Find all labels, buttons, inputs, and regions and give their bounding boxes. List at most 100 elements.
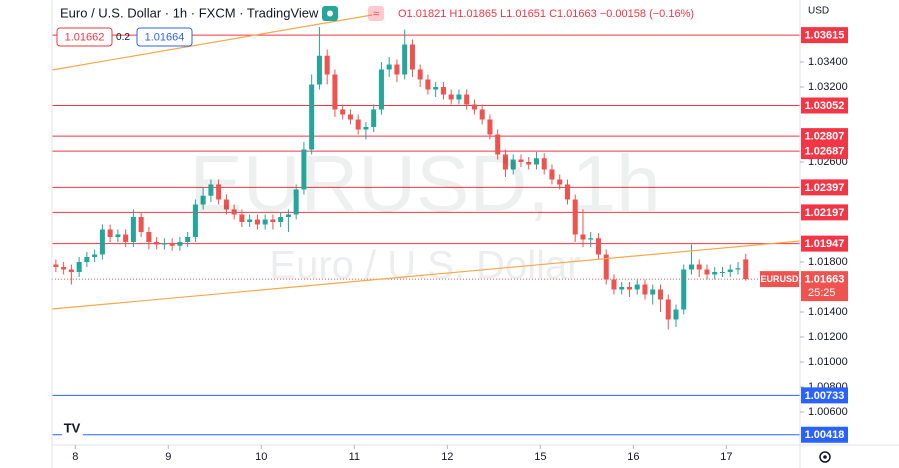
candle-body: [696, 264, 702, 270]
candle-body: [247, 219, 253, 222]
price-level-label-box: [801, 387, 848, 404]
candle-body: [363, 127, 369, 130]
buy-button[interactable]: [136, 27, 193, 47]
candle-body: [464, 94, 470, 105]
x-tick-label: 8: [72, 451, 78, 463]
last-price-label: 1.01663: [805, 274, 845, 286]
plot-area: [52, 27, 800, 436]
price-level-label-box: [801, 204, 848, 221]
candle-body: [278, 217, 284, 222]
trend-line: [51, 240, 801, 310]
price-level-label: 1.00733: [805, 390, 845, 402]
candle-body: [123, 234, 129, 242]
x-tick-label: 15: [534, 451, 546, 463]
price-level-label: 1.01947: [805, 238, 845, 250]
x-tick-label: 16: [627, 451, 639, 463]
svg-text:≈: ≈: [373, 8, 379, 20]
y-tick-label: 1.03200: [808, 81, 848, 93]
candle-body: [239, 214, 245, 222]
candle-body: [681, 269, 687, 310]
candle-body: [425, 79, 431, 90]
candle-body: [634, 284, 640, 290]
chart-title: Euro / U.S. Dollar · 1h · FXCM · Trading…: [60, 5, 319, 20]
candle-body: [673, 309, 679, 320]
candle-body: [130, 217, 136, 242]
candle-body: [417, 69, 423, 80]
price-level-label: 1.02197: [805, 207, 845, 219]
candle-body: [169, 243, 175, 246]
symbol-label-box: [760, 271, 799, 288]
candle-body: [115, 234, 121, 237]
candle-body: [92, 254, 98, 257]
x-tick-label: 12: [441, 451, 453, 463]
candle-body: [557, 179, 563, 185]
candle-body: [518, 159, 524, 162]
candle-body: [572, 199, 578, 235]
candle-body: [185, 237, 191, 242]
candle-body: [154, 242, 160, 245]
y-tick-label: 1.03400: [808, 56, 848, 68]
logo: TV: [62, 420, 83, 436]
candle-body: [650, 289, 656, 295]
last-price-label-box: [801, 271, 848, 302]
price-level-label: 1.02687: [805, 146, 845, 158]
candle-body: [642, 284, 648, 295]
candle-body: [138, 217, 144, 232]
candle-body: [84, 257, 90, 262]
price-level-label-box: [801, 97, 848, 114]
candle-body: [332, 74, 338, 110]
candle-body: [479, 109, 485, 120]
candle-body: [502, 154, 508, 170]
x-tick-label: 17: [720, 451, 732, 463]
candle-body: [324, 55, 330, 75]
candle-body: [533, 158, 539, 165]
symbol-label: EURUSD: [760, 274, 799, 284]
candle-body: [580, 234, 586, 240]
y-tick-label: 1.01800: [808, 256, 848, 268]
candle-body: [595, 238, 601, 255]
candle-body: [99, 229, 105, 255]
candle-body: [309, 84, 315, 150]
candle-body: [146, 232, 152, 242]
candle-body: [200, 195, 206, 205]
countdown: 25:25: [808, 287, 836, 299]
price-level-label-box: [801, 27, 848, 44]
candle-body: [526, 162, 532, 165]
candle-body: [270, 219, 276, 222]
sell-button[interactable]: [56, 27, 113, 47]
candle-body: [223, 199, 229, 210]
price-level-label-box: [801, 235, 848, 252]
price-level-label-box: [801, 179, 848, 196]
candle-body: [665, 299, 671, 320]
candle-body: [657, 289, 663, 300]
visibility-toggle[interactable]: [322, 6, 338, 21]
candle-body: [216, 184, 222, 200]
candle-body: [495, 134, 501, 155]
candle-body: [161, 243, 167, 245]
candle-body: [487, 119, 493, 135]
candle-body: [619, 287, 625, 290]
y-tick-label: 1.01400: [808, 306, 848, 318]
price-level-label: 1.02397: [805, 182, 845, 194]
candle-body: [440, 87, 446, 95]
price-level-label: 1.03615: [805, 30, 845, 42]
price-level-label-box: [801, 128, 848, 145]
price-level-label: 1.00418: [805, 429, 845, 441]
candle-body: [262, 219, 268, 225]
candle-body: [727, 269, 733, 272]
flag-toggle[interactable]: ≈: [368, 6, 384, 21]
currency[interactable]: USD: [808, 6, 829, 17]
svg-text:TV: TV: [64, 420, 81, 435]
candle-body: [192, 204, 198, 237]
candle-body: [386, 64, 392, 70]
candle-body: [177, 242, 183, 246]
candle-body: [719, 272, 726, 273]
y-tick-label: 1.01200: [808, 331, 848, 343]
x-tick-label: 11: [349, 451, 360, 463]
candle-body: [340, 109, 346, 115]
trend-line: [51, 14, 373, 71]
candle-body: [743, 259, 749, 280]
settings-button[interactable]: [819, 451, 831, 463]
price-level-label: 1.03052: [805, 100, 845, 112]
